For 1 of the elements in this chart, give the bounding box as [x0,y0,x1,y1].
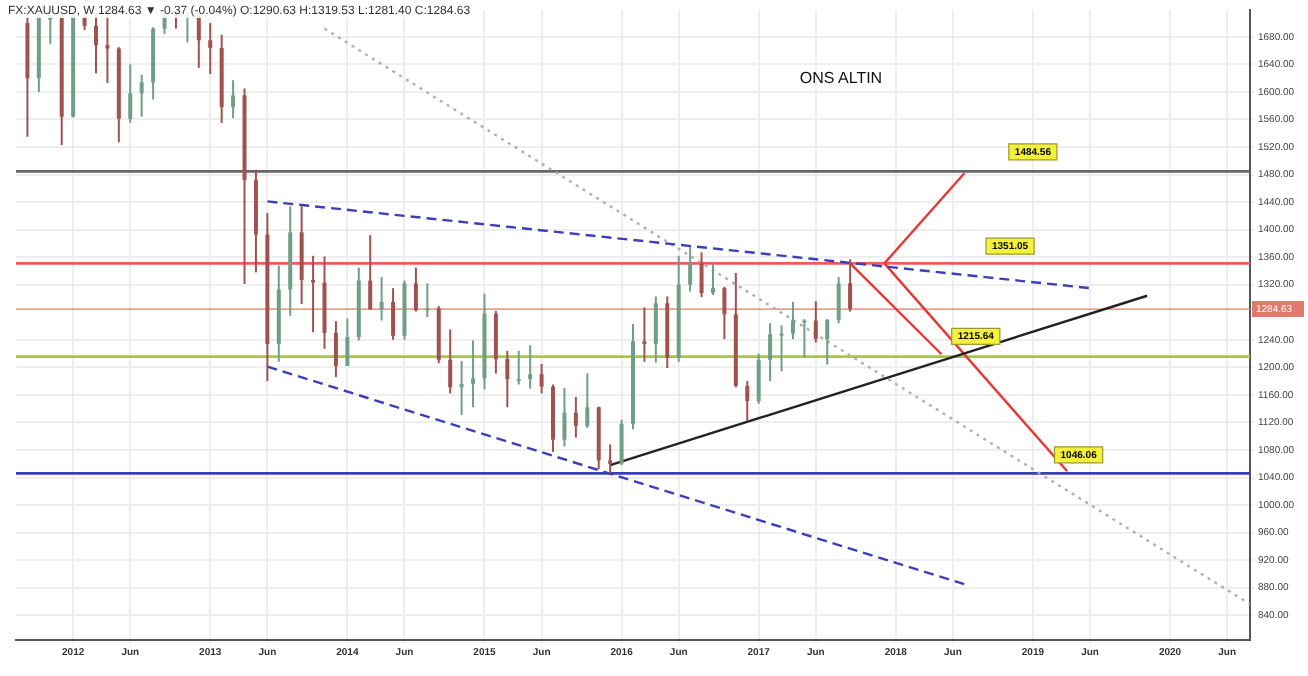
text: ONS ALTIN [799,68,883,87]
